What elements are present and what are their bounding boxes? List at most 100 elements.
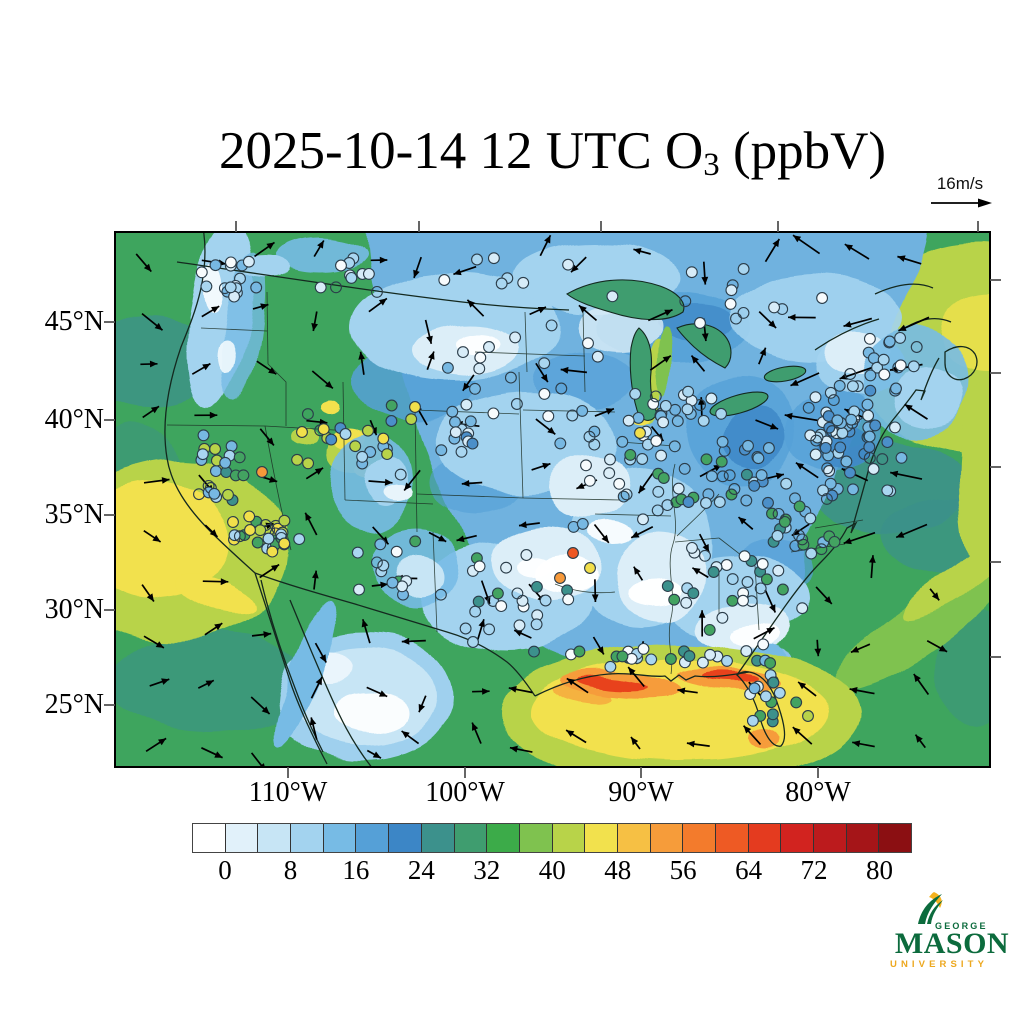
station-marker bbox=[370, 556, 383, 569]
station-marker bbox=[726, 573, 739, 586]
wind-arrow bbox=[161, 477, 170, 484]
station-marker bbox=[474, 351, 487, 364]
station-marker bbox=[539, 594, 552, 607]
wind-arrow bbox=[542, 462, 551, 470]
station-marker bbox=[697, 414, 710, 427]
colorbar bbox=[192, 823, 912, 853]
wind-arrow bbox=[205, 680, 214, 687]
station-marker bbox=[705, 470, 718, 483]
station-marker bbox=[251, 536, 264, 549]
wind-arrow bbox=[638, 485, 646, 494]
colorbar-tick-label: 24 bbox=[407, 855, 435, 885]
station-marker bbox=[617, 490, 630, 503]
station-marker bbox=[767, 676, 780, 689]
station-marker bbox=[302, 457, 315, 470]
station-marker bbox=[385, 415, 398, 427]
wind-arrow bbox=[514, 630, 523, 637]
wind-arrow bbox=[896, 531, 905, 538]
wind-arrow bbox=[161, 678, 170, 685]
station-marker bbox=[685, 266, 698, 279]
station-marker bbox=[802, 401, 815, 414]
wind-arrow bbox=[540, 374, 548, 383]
station-marker bbox=[583, 430, 596, 443]
wind-arrow bbox=[154, 322, 163, 331]
colorbar-tick-label: 56 bbox=[669, 855, 697, 885]
station-marker bbox=[520, 549, 533, 561]
station-marker bbox=[895, 451, 908, 464]
station-marker bbox=[464, 415, 477, 428]
colorbar-cell bbox=[650, 824, 684, 852]
station-marker bbox=[345, 271, 358, 284]
station-marker bbox=[317, 423, 330, 436]
station-marker bbox=[725, 488, 738, 501]
station-marker bbox=[562, 258, 575, 271]
station-marker bbox=[583, 474, 596, 487]
wind-arrow bbox=[793, 235, 802, 243]
station-marker bbox=[863, 452, 876, 464]
wind-arrow bbox=[211, 306, 220, 313]
station-marker bbox=[682, 385, 695, 398]
station-marker bbox=[562, 593, 575, 606]
station-marker bbox=[869, 419, 882, 432]
station-marker bbox=[716, 611, 729, 624]
colorbar-tick-label: 80 bbox=[866, 855, 893, 885]
station-marker bbox=[495, 277, 508, 290]
gmu-word-mason: MASON bbox=[894, 927, 1010, 960]
wind-arrow bbox=[631, 531, 640, 538]
station-marker bbox=[754, 582, 767, 595]
colorbar-cell bbox=[846, 824, 880, 852]
wind-arrow bbox=[839, 373, 848, 380]
station-marker bbox=[576, 517, 589, 530]
station-marker bbox=[603, 467, 616, 480]
station-marker bbox=[356, 450, 369, 463]
wind-arrow bbox=[915, 734, 923, 743]
wind-arrow bbox=[404, 482, 412, 491]
wind-arrow bbox=[628, 667, 636, 676]
station-marker bbox=[233, 530, 246, 543]
wind-arrow bbox=[214, 751, 223, 758]
lon-tick-label: 80°W bbox=[785, 777, 851, 808]
wind-arrow bbox=[271, 564, 280, 572]
wind-arrow bbox=[591, 594, 599, 602]
lon-tick-label: 90°W bbox=[608, 777, 674, 808]
station-marker bbox=[636, 453, 649, 465]
station-marker bbox=[657, 472, 670, 484]
wind-arrow bbox=[261, 706, 270, 714]
colorbar-cell bbox=[519, 824, 553, 852]
colorbar-cell bbox=[193, 824, 226, 852]
station-marker bbox=[377, 432, 390, 445]
station-marker bbox=[651, 504, 664, 517]
station-marker bbox=[752, 452, 765, 465]
colorbar-cell bbox=[487, 824, 520, 852]
station-marker bbox=[339, 428, 352, 440]
station-marker bbox=[225, 440, 238, 453]
gmu-word-george: GEORGE bbox=[935, 921, 988, 931]
wind-arrow bbox=[566, 730, 575, 737]
station-marker bbox=[409, 401, 421, 413]
station-marker bbox=[760, 573, 773, 586]
wind-arrow bbox=[576, 482, 585, 489]
wind-arrow bbox=[795, 462, 804, 470]
wind-arrow bbox=[631, 737, 639, 746]
station-marker bbox=[907, 360, 920, 373]
station-marker bbox=[582, 337, 594, 350]
station-marker bbox=[720, 559, 733, 571]
station-marker bbox=[771, 529, 784, 542]
station-marker bbox=[604, 453, 616, 466]
wind-arrow bbox=[869, 555, 876, 563]
station-marker bbox=[487, 407, 500, 420]
wind-arrow bbox=[843, 321, 852, 328]
graticule-ticks bbox=[104, 221, 1001, 778]
station-marker bbox=[209, 259, 222, 272]
station-marker bbox=[516, 594, 529, 607]
wind-arrow bbox=[560, 366, 569, 374]
wind-arrow bbox=[843, 537, 852, 545]
station-marker bbox=[846, 380, 859, 393]
wind-arrow bbox=[418, 703, 425, 713]
gmu-word-university: UNIVERSITY bbox=[890, 959, 989, 970]
station-marker bbox=[742, 439, 754, 452]
station-marker bbox=[844, 368, 857, 380]
station-marker bbox=[864, 384, 877, 397]
wind-arrow bbox=[597, 646, 604, 655]
wind-arrow bbox=[662, 355, 671, 363]
